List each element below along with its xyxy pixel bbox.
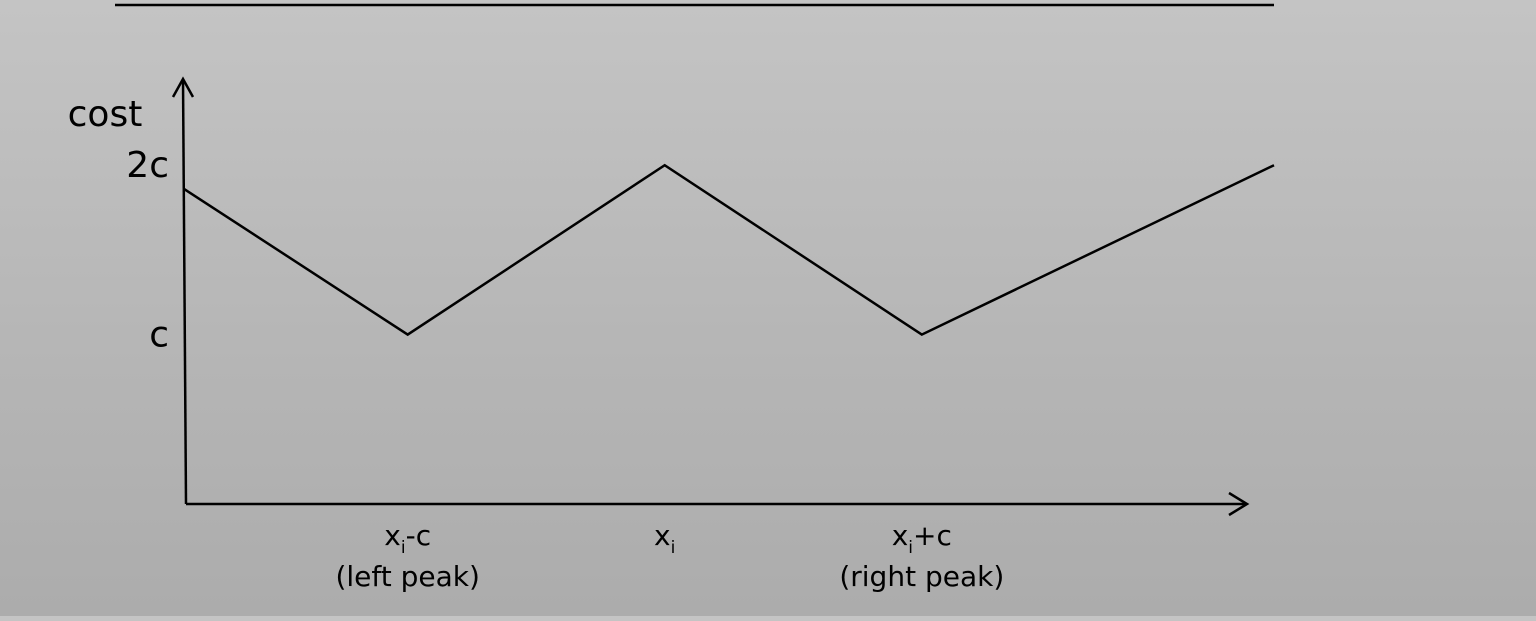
y-tick-label: c [149,315,169,356]
x-axis [186,491,1250,517]
x-tick-label: xi [654,519,675,558]
cost-series-line [183,163,1275,337]
y-axis-line [181,78,188,505]
y-axis: cost [68,76,195,505]
series-layer [183,163,1275,337]
x-tick-note: (right peak) [839,560,1004,593]
x-tick-label: xi+c [892,519,952,558]
y-axis-arrowhead [171,76,195,98]
x-tick-labels: xi-c(left peak) xi xi+c(right peak) [335,519,1004,593]
y-axis-label: cost [68,94,143,135]
x-tick-label: xi-c [384,519,431,558]
y-tick-labels: 2c c [126,145,169,355]
y-tick-label: 2c [126,145,169,186]
x-axis-arrowhead [1228,491,1250,517]
x-tick-note: (left peak) [335,560,479,593]
